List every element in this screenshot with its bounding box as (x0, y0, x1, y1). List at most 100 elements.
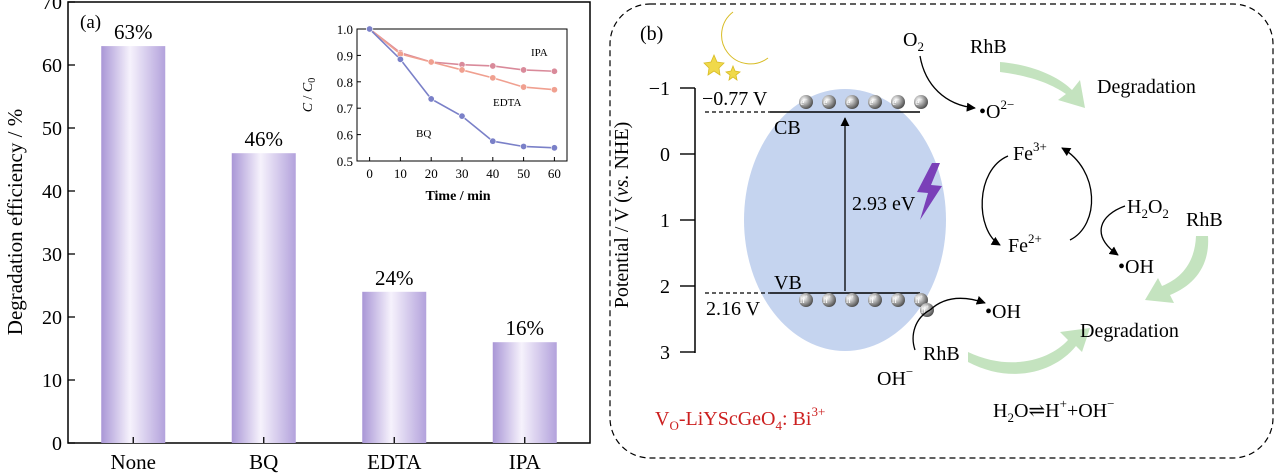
bar-y-tick-label: 0 (52, 433, 62, 455)
degradation-label-top: Degradation (1097, 76, 1196, 98)
panel-a-bar-chart: 0 10 20 30 40 50 60 70 63% 46% 24% 16% None BQ EDTA I… (3, 0, 591, 473)
o2-reduction-arrow (919, 55, 976, 112)
panel-a-label: (a) (80, 12, 101, 33)
inset-point-ipa (550, 67, 558, 75)
inset-x-tick-label: 0 (366, 166, 373, 181)
inset-y-axis-title: C / C0 (301, 78, 318, 113)
electron-label: e− (915, 97, 923, 107)
electron-ball (868, 95, 882, 109)
inset-series (366, 25, 558, 152)
inset-legend-ipa: IPA (531, 47, 548, 59)
electron-ball (891, 95, 905, 109)
band-gap-value: 2.93 eV (852, 193, 916, 215)
o2-label: O2 (903, 29, 924, 54)
bar-y-tick-label: 10 (42, 370, 62, 392)
oh-radical-label-right: •OH (1118, 256, 1154, 278)
inset-y-tick-label: 0.5 (337, 154, 353, 169)
inset-legend-bq: BQ (416, 128, 431, 140)
vb-potential-value: 2.16 V (706, 298, 761, 320)
inset-point-edta (427, 58, 435, 66)
vb-label: VB (774, 272, 802, 294)
diagram-frame (609, 3, 1274, 459)
inset-point-bq (366, 25, 374, 33)
potential-tick-label: 2 (660, 276, 670, 298)
rhb-label-top: RhB (970, 36, 1007, 58)
green-arrow-right (1145, 236, 1209, 303)
hole-ball (845, 293, 859, 307)
hole-label: h+ (921, 305, 930, 315)
electron-ball (799, 95, 813, 109)
bar-x-tick-label: BQ (249, 450, 278, 473)
hole-ball (799, 293, 813, 307)
electron-ball (914, 95, 928, 109)
inset-y-tick-label: 1.0 (337, 22, 353, 37)
electron-ball (845, 95, 859, 109)
bar-value-label: 46% (245, 127, 284, 151)
hole-label: h+ (800, 295, 809, 305)
bar-x-tick-label: None (111, 450, 157, 473)
bar-edta (362, 291, 427, 443)
bar-x-tick-label: IPA (509, 450, 542, 473)
bar-x-tick-label: EDTA (367, 450, 422, 473)
inset-point-edta (458, 66, 466, 74)
inset-point-edta (489, 74, 497, 82)
bar-y-axis-title: Degradation efficiency / % (3, 109, 27, 335)
hydroxide-arrow (912, 309, 931, 351)
inset-x-tick-label: 50 (517, 166, 530, 181)
inset-point-ipa (520, 66, 528, 74)
inset-point-bq (550, 144, 558, 152)
inset-point-bq (489, 137, 497, 145)
water-equilibrium: H2O⇌H++OH− (993, 396, 1114, 425)
hole-ball (868, 293, 882, 307)
electron-label: e− (869, 97, 877, 107)
fe-cycle-arrow-left (981, 155, 1009, 246)
hydroxide-label: OH− (877, 364, 913, 390)
potential-tick-label: 3 (660, 342, 670, 364)
hole-label: h+ (846, 295, 855, 305)
cb-label: CB (774, 117, 801, 139)
electron-row: e− e− e− e− e− e− (799, 95, 928, 109)
fe-cycle-arrow-right (1061, 147, 1093, 241)
inset-line-chart: 0 10 20 30 40 50 60 0.5 0.6 0.7 0.8 0.9 1.0 Time / m… (301, 22, 568, 204)
green-arrow-bottom (968, 328, 1090, 374)
electron-label: e− (846, 97, 854, 107)
bar-none (101, 46, 166, 443)
potential-axis-ticks: −1 0 1 2 3 (649, 78, 695, 364)
bar-x-axis-labels: None BQ EDTA IPA (111, 437, 542, 473)
hole-ball (891, 293, 905, 307)
green-arrow-top (1000, 62, 1085, 108)
material-label: VO-LiYScGeO4: Bi3+ (655, 404, 825, 433)
potential-tick-label: −1 (649, 78, 670, 100)
inset-point-edta (520, 83, 528, 91)
bar-y-tick-label: 20 (42, 307, 62, 329)
inset-y-tick-label: 0.7 (337, 101, 354, 116)
degradation-label-bottom: Degradation (1080, 320, 1179, 342)
moon-icon (721, 11, 769, 65)
bar-plot-frame (67, 1, 591, 444)
inset-point-bq (427, 95, 435, 103)
bar-y-tick-label: 50 (42, 118, 62, 140)
inset-x-tick-label: 40 (486, 166, 499, 181)
inset-axis-ticks: 0 10 20 30 40 50 60 0.5 0.6 0.7 0.8 0.9 1.0 (337, 22, 561, 181)
fe3-label: Fe3+ (1013, 139, 1047, 165)
hole-label: h+ (823, 295, 832, 305)
inset-point-bq (458, 112, 466, 120)
hole-ball (920, 303, 934, 317)
bar-y-tick-label: 60 (42, 55, 62, 77)
bar-y-tick-label: 30 (42, 244, 62, 266)
hole-oxidation-arrow (929, 296, 986, 311)
inset-point-ipa (489, 62, 497, 70)
inset-x-axis-title: Time / min (425, 189, 490, 204)
h2o2-label: H2O2 (1127, 196, 1169, 221)
inset-x-tick-label: 60 (548, 166, 561, 181)
bar-y-axis-ticks: 0 10 20 30 40 50 60 70 (42, 0, 75, 455)
star-icon (725, 64, 741, 81)
rhb-label-right: RhB (1186, 209, 1223, 231)
inset-legend-edta: EDTA (493, 97, 522, 109)
rhb-label-bottom: RhB (923, 343, 960, 365)
potential-axis-title: Potential / V (vs. NHE) (611, 122, 633, 308)
inset-y-tick-label: 0.6 (337, 128, 354, 143)
electron-ball (822, 95, 836, 109)
hole-label: h+ (869, 295, 878, 305)
star-icon (703, 53, 725, 76)
